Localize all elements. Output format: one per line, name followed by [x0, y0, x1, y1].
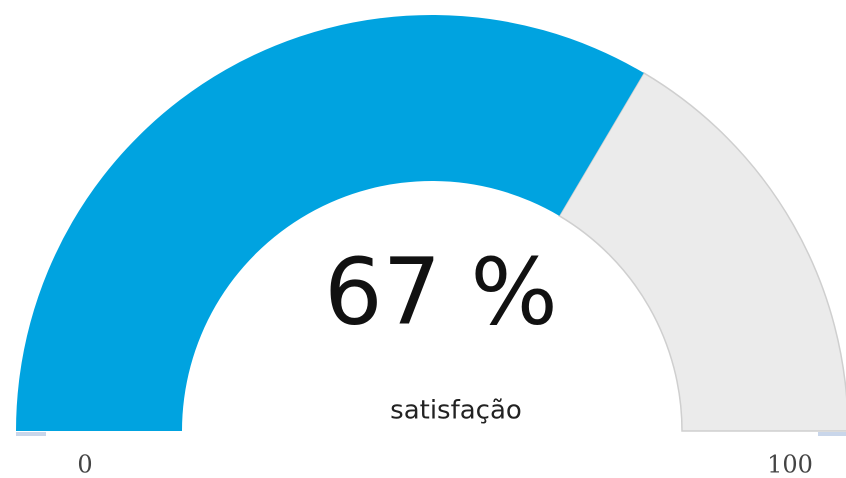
gauge-label: satisfação [390, 396, 522, 426]
tick-label: 100 [767, 451, 813, 478]
tick-label: 0 [77, 451, 92, 478]
gauge-value-arc [16, 14, 644, 432]
gauge-value-label: 67 % [324, 238, 558, 345]
gauge-track [558, 71, 846, 432]
